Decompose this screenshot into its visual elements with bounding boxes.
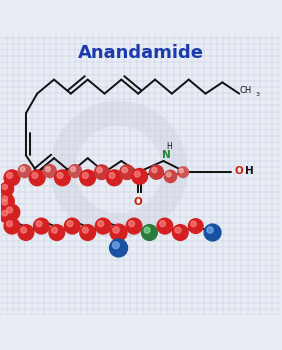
Circle shape [120,165,134,180]
Circle shape [110,224,127,241]
Circle shape [175,227,181,233]
Circle shape [82,173,88,179]
Circle shape [172,225,188,240]
Circle shape [98,221,104,227]
Circle shape [55,170,70,186]
Circle shape [178,167,188,177]
Circle shape [57,173,63,179]
Circle shape [4,204,20,220]
Circle shape [129,221,135,227]
Circle shape [52,227,58,233]
Circle shape [6,207,12,213]
Circle shape [0,182,14,196]
Circle shape [132,169,147,184]
Circle shape [4,170,20,186]
Circle shape [2,184,7,190]
Circle shape [34,218,49,234]
Circle shape [134,171,140,177]
Text: 3: 3 [255,92,259,97]
Circle shape [6,173,12,179]
Text: H: H [245,166,254,176]
Circle shape [80,225,96,240]
Circle shape [43,164,56,177]
Circle shape [4,218,20,234]
Text: N: N [162,150,171,160]
Circle shape [113,242,119,249]
Text: Anandamide: Anandamide [78,44,204,62]
Circle shape [45,167,50,172]
Circle shape [49,225,65,240]
Circle shape [97,167,102,173]
Circle shape [20,167,25,172]
Circle shape [166,172,171,177]
Circle shape [29,170,45,186]
Circle shape [144,227,150,233]
Circle shape [164,170,177,183]
Circle shape [32,173,38,179]
Text: O: O [134,197,143,208]
Text: O: O [234,166,243,176]
Circle shape [18,225,34,240]
Circle shape [152,167,157,173]
Circle shape [0,197,14,212]
Circle shape [191,221,196,227]
Circle shape [110,239,127,257]
Circle shape [80,170,96,186]
Circle shape [64,218,80,234]
Circle shape [2,199,7,205]
Circle shape [188,219,203,233]
Circle shape [0,208,14,223]
Circle shape [107,170,122,186]
Circle shape [6,221,12,227]
Circle shape [2,210,7,216]
Circle shape [157,218,173,234]
Circle shape [122,167,127,173]
Circle shape [149,165,164,179]
Circle shape [113,227,119,233]
Circle shape [21,227,27,233]
Circle shape [126,218,142,234]
Circle shape [160,221,166,227]
Circle shape [179,169,184,173]
Circle shape [36,221,42,227]
Circle shape [2,196,7,201]
Circle shape [94,165,109,180]
Circle shape [82,227,88,233]
Circle shape [69,164,81,177]
Circle shape [67,221,73,227]
Circle shape [71,167,76,172]
Circle shape [18,164,31,177]
Text: CH: CH [239,86,252,95]
Text: H: H [166,142,172,152]
Circle shape [0,194,14,208]
Circle shape [142,225,157,240]
Circle shape [95,218,111,234]
Circle shape [109,173,115,179]
Circle shape [207,227,213,233]
Circle shape [204,224,221,241]
